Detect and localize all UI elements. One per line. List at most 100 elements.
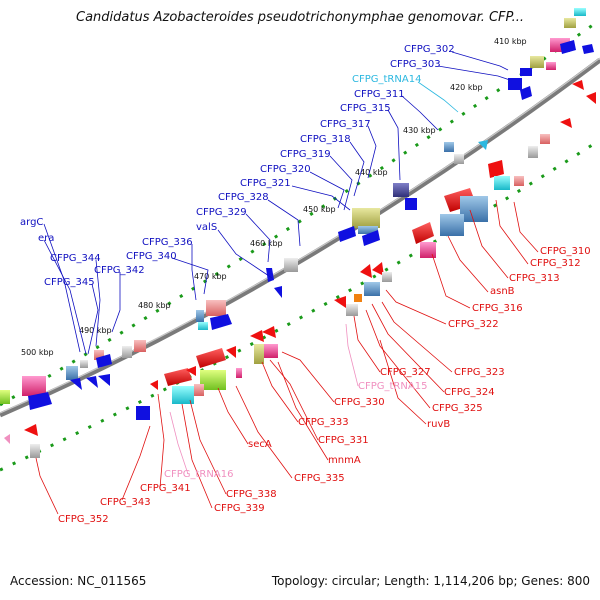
gene-feature	[494, 176, 510, 190]
gene-feature	[262, 326, 276, 338]
gene-feature	[454, 154, 464, 164]
gene-label: CFPG_302	[404, 44, 455, 55]
gene-label: CFPG_315	[340, 103, 391, 114]
gene-label: CFPG_318	[300, 134, 351, 145]
gene-label: CFPG_312	[530, 258, 581, 269]
gene-feature	[574, 8, 586, 16]
gene-feature	[196, 348, 226, 368]
gene-feature	[530, 56, 544, 68]
gene-label: CFPG_327	[380, 367, 431, 378]
gene-label: CFPG_333	[298, 417, 349, 428]
gene-feature	[440, 214, 464, 236]
outer-scale-ring	[0, 18, 600, 407]
kbp-label: 420 kbp	[450, 83, 483, 92]
gene-label: valS	[196, 222, 217, 233]
gene-feature	[586, 92, 596, 104]
kbp-tick-labels: 410 kbp 420 kbp 430 kbp 440 kbp 450 kbp …	[21, 37, 527, 357]
gene-feature	[206, 300, 226, 316]
gene-label: CFPG_335	[294, 473, 345, 484]
gene-label: CFPG_345	[44, 277, 95, 288]
gene-feature	[352, 208, 380, 228]
gene-feature	[196, 310, 204, 322]
reverse-gene-labels: CFPG_310 CFPG_312 CFPG_313 asnB CFPG_316…	[58, 246, 591, 525]
gene-label: CFPG_317	[320, 119, 371, 130]
kbp-label: 410 kbp	[494, 37, 527, 46]
gene-feature	[250, 330, 264, 342]
gene-label: asnB	[490, 286, 515, 297]
gene-feature	[460, 196, 488, 222]
gene-label: CFPG_303	[390, 59, 441, 70]
trna-feature	[4, 434, 10, 444]
gene-label: argC	[20, 217, 43, 228]
gene-feature	[210, 314, 232, 330]
gene-feature	[405, 198, 417, 210]
gene-label: CFPG_329	[196, 207, 247, 218]
gene-feature	[186, 366, 196, 376]
gene-label: CFPG_343	[100, 497, 151, 508]
page-title: Candidatus Azobacteroides pseudotrichony…	[76, 10, 524, 25]
gene-feature	[80, 360, 88, 368]
genome-backbone-highlight	[0, 57, 600, 414]
gene-feature	[198, 322, 208, 330]
gene-feature	[358, 226, 378, 234]
gene-label: CFPG_336	[142, 237, 193, 248]
gene-feature	[136, 406, 150, 420]
gene-feature	[372, 262, 384, 276]
gene-label: CFPG_339	[214, 503, 265, 514]
gene-feature	[360, 264, 372, 278]
gene-feature	[22, 376, 46, 396]
gene-label: CFPG_321	[240, 178, 291, 189]
gene-label: CFPG_311	[354, 89, 405, 100]
gene-feature	[546, 62, 556, 70]
genome-backbone	[0, 57, 600, 418]
trna-feature	[478, 140, 488, 150]
gene-feature	[150, 380, 158, 390]
gene-feature	[362, 230, 380, 246]
kbp-label: 460 kbp	[250, 239, 283, 248]
gene-feature	[382, 272, 392, 282]
gene-feature	[66, 366, 78, 380]
gene-label: CFPG_319	[280, 149, 331, 160]
gene-label: CFPG_320	[260, 164, 311, 175]
gene-feature	[30, 444, 40, 458]
gene-feature	[564, 18, 576, 28]
gene-feature	[346, 304, 358, 316]
gene-feature	[284, 258, 298, 272]
gene-feature	[122, 346, 132, 358]
gene-feature	[393, 183, 409, 197]
gene-feature	[98, 374, 110, 386]
gene-feature	[420, 242, 436, 258]
gene-label: CFPG_324	[444, 387, 495, 398]
gene-label: mnmA	[328, 455, 361, 466]
gene-label: CFPG_316	[472, 303, 523, 314]
gene-feature	[528, 146, 538, 158]
gene-feature	[412, 222, 434, 244]
gene-feature	[338, 226, 356, 242]
trna-label: CFPG_tRNA16	[164, 469, 233, 480]
gene-feature	[96, 354, 112, 368]
accession-text: Accession: NC_011565	[10, 574, 147, 588]
gene-label: CFPG_352	[58, 514, 109, 525]
gene-feature	[266, 268, 274, 282]
gene-feature	[86, 376, 98, 388]
kbp-label: 470 kbp	[194, 272, 227, 281]
gene-label: CFPG_338	[226, 489, 277, 500]
gene-label: CFPG_340	[126, 251, 177, 262]
gene-label: CFPG_322	[448, 319, 499, 330]
gene-label: ruvB	[427, 419, 450, 430]
reverse-leader-lines	[35, 199, 539, 515]
gene-label: CFPG_313	[509, 273, 560, 284]
reverse-strand-features	[4, 80, 596, 458]
gene-label: CFPG_323	[454, 367, 505, 378]
gene-feature	[236, 368, 242, 378]
gene-label: CFPG_325	[432, 403, 483, 414]
gene-feature	[488, 160, 504, 178]
gene-feature	[582, 44, 594, 54]
forward-strand-features	[0, 8, 594, 410]
gene-feature	[254, 344, 264, 364]
gene-label: secA	[248, 439, 272, 450]
gene-feature	[444, 142, 454, 152]
gene-feature	[28, 392, 52, 410]
